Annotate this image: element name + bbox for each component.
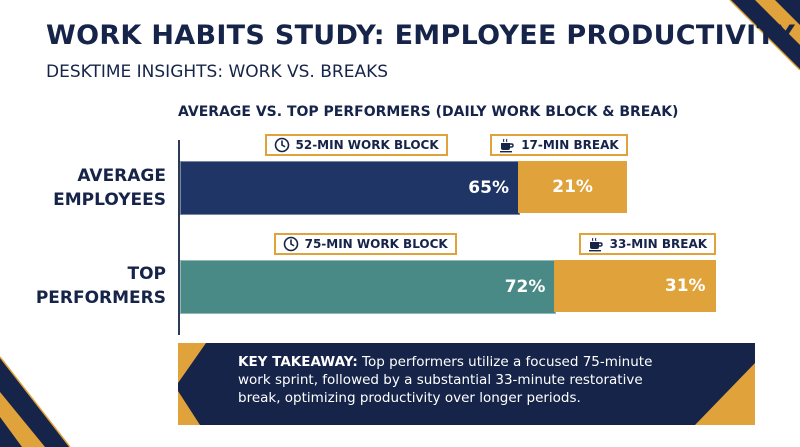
bar-value-label: 65% [468, 178, 509, 198]
category-label-average: AVERAGE EMPLOYEES [16, 164, 166, 212]
clock-icon [283, 236, 298, 252]
coffee-cup-icon [500, 138, 514, 153]
key-takeaway-box: KEY TAKEAWAY: Top performers utilize a f… [178, 343, 755, 425]
bar-value-label: 72% [504, 277, 546, 297]
break-callout: 17-MIN BREAK [490, 134, 628, 156]
takeaway-label: KEY TAKEAWAY: [238, 354, 358, 370]
bar-break-segment: 31% [554, 260, 716, 312]
category-label-line: TOP [127, 264, 166, 284]
clock-icon [274, 137, 289, 153]
category-label-top: TOP PERFORMERS [16, 262, 166, 310]
takeaway-accent-right [695, 363, 755, 425]
callout-text: 33-MIN BREAK [609, 237, 708, 251]
category-label-line: AVERAGE [77, 166, 166, 186]
work-block-callout: 75-MIN WORK BLOCK [273, 233, 457, 255]
bar-break-segment: 21% [518, 161, 628, 213]
break-callout: 33-MIN BREAK [578, 233, 717, 255]
bar-work-segment: 65% [180, 161, 520, 215]
chart-title: AVERAGE VS. TOP PERFORMERS (DAILY WORK B… [178, 104, 679, 120]
bar-value-label: 31% [664, 276, 706, 296]
coffee-cup-icon [588, 237, 603, 252]
takeaway-body: Top performers utilize a focused 75-minu… [238, 354, 653, 406]
work-block-callout: 52-MIN WORK BLOCK [264, 134, 448, 156]
takeaway-accent-left [178, 343, 206, 425]
category-label-line: EMPLOYEES [53, 190, 166, 210]
category-label-line: PERFORMERS [35, 288, 166, 308]
callout-text: 17-MIN BREAK [521, 138, 619, 152]
page-subtitle: DESKTIME INSIGHTS: WORK VS. BREAKS [46, 62, 389, 82]
callout-text: 75-MIN WORK BLOCK [304, 237, 448, 251]
bar-work-segment: 72% [180, 260, 557, 314]
takeaway-text: KEY TAKEAWAY: Top performers utilize a f… [238, 353, 688, 407]
category-axis-line [178, 140, 180, 335]
bar-value-label: 21% [552, 177, 593, 197]
page-title: WORK HABITS STUDY: EMPLOYEE PRODUCTIVITY [46, 20, 796, 51]
corner-decoration-bottom-left [0, 356, 70, 447]
callout-text: 52-MIN WORK BLOCK [295, 138, 439, 152]
